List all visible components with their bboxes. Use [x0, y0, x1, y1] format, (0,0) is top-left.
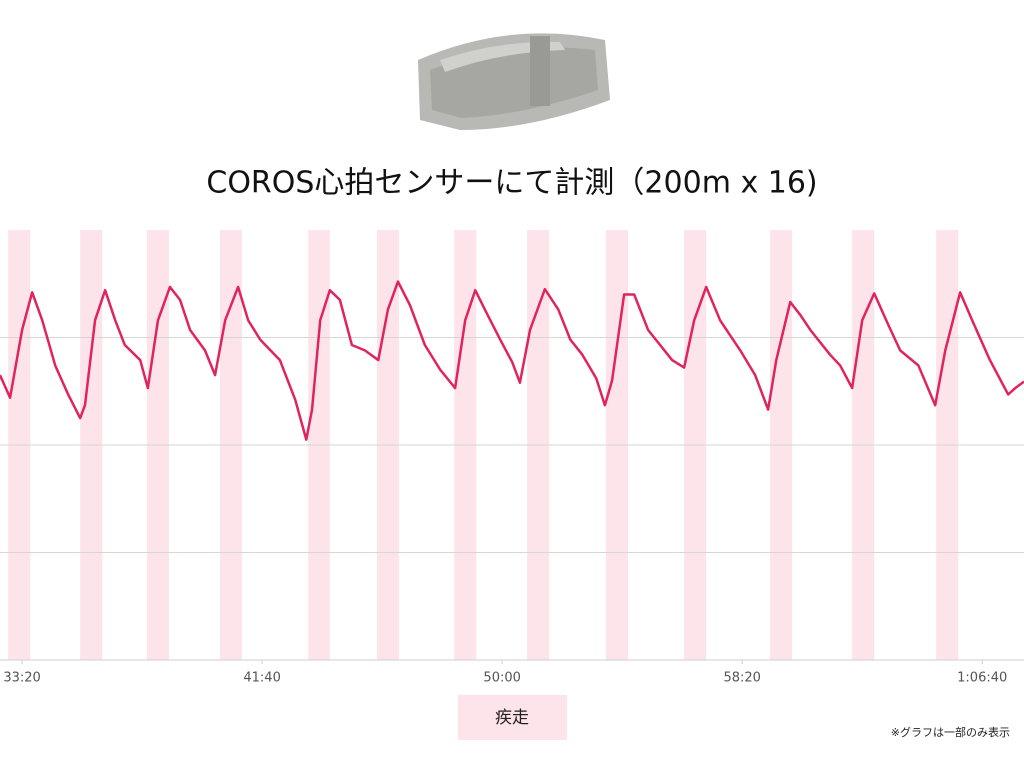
x-tick-label: 58:20 [723, 671, 760, 686]
x-tick-label: 33:20 [3, 671, 40, 686]
heart-rate-line [0, 280, 1024, 441]
x-tick-label: 1:06:40 [957, 671, 1007, 686]
x-tick-label: 41:40 [243, 671, 280, 686]
note: ※グラフは一部のみ表示 [891, 725, 1010, 739]
chart-title: COROS心拍センサーにて計測（200m x 16) [206, 166, 817, 201]
x-tick-label: 50:00 [483, 671, 520, 686]
legend-label: 疾走 [495, 708, 529, 728]
wristband-photo [418, 33, 610, 131]
legend-box [458, 695, 567, 740]
